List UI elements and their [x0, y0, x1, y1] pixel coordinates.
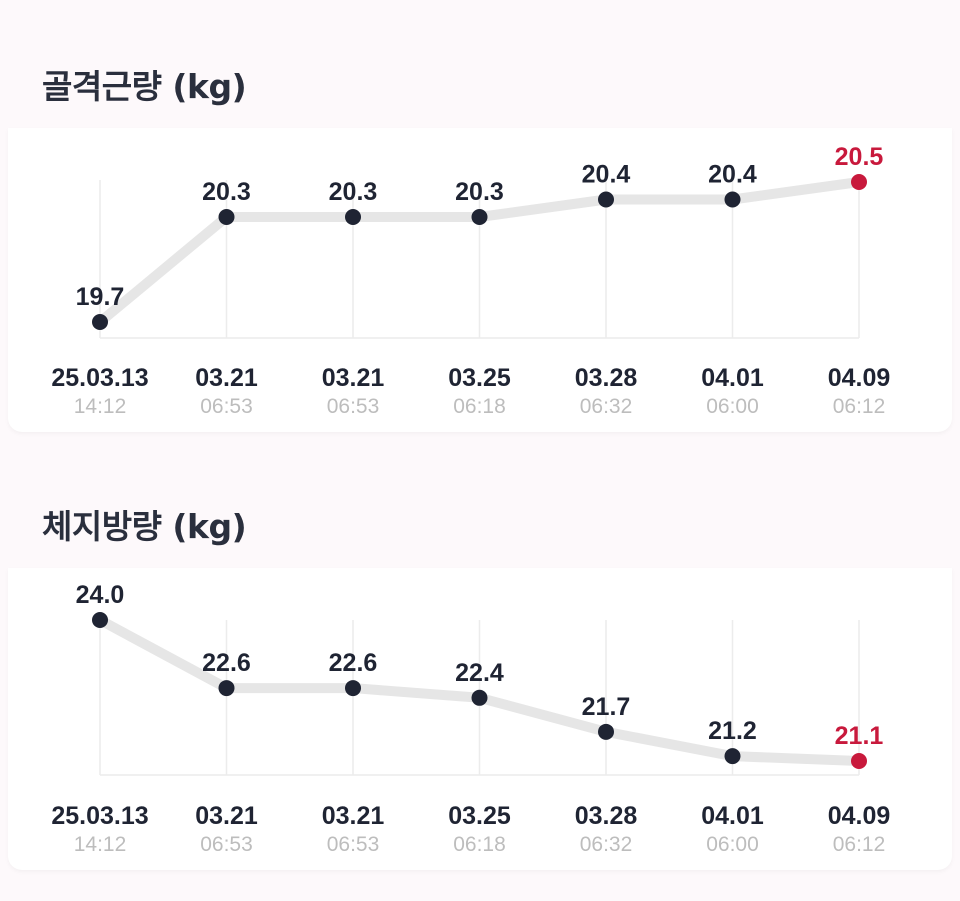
value-label: 20.4 [582, 161, 631, 189]
data-point[interactable] [218, 680, 235, 697]
time-tick-label: 06:18 [453, 395, 506, 418]
date-tick-label: 04.09 [828, 802, 891, 830]
date-tick-label: 03.25 [448, 364, 511, 392]
value-label: 21.2 [708, 717, 757, 745]
date-tick-label: 25.03.13 [51, 802, 148, 830]
value-label: 22.4 [455, 659, 504, 687]
data-point[interactable] [724, 191, 741, 208]
time-tick-label: 06:00 [706, 833, 759, 856]
time-tick-label: 06:32 [580, 833, 633, 856]
value-label: 20.3 [202, 178, 251, 206]
value-label: 20.3 [329, 178, 378, 206]
time-tick-label: 14:12 [74, 833, 127, 856]
skeletal-muscle-title: 골격근량 (kg) [42, 67, 247, 106]
time-tick-label: 06:53 [327, 395, 380, 418]
time-tick-label: 06:53 [327, 833, 380, 856]
body-fat-chart: 24.0 22.6 22.6 22.4 21.7 21.2 21.1 25.03.13 14:1… [51, 581, 891, 856]
date-tick-label: 03.25 [448, 802, 511, 830]
time-tick-label: 06:12 [833, 395, 886, 418]
time-tick-label: 06:00 [706, 395, 759, 418]
value-label: 20.5 [835, 143, 884, 171]
value-label: 19.7 [76, 283, 125, 311]
date-tick-label: 03.21 [195, 364, 258, 392]
value-label: 21.7 [582, 693, 631, 721]
body-fat-title: 체지방량 (kg) [42, 507, 247, 546]
time-tick-label: 06:53 [200, 833, 253, 856]
date-tick-label: 03.28 [575, 802, 638, 830]
value-label: 20.3 [455, 178, 504, 206]
date-tick-label: 04.01 [701, 802, 764, 830]
date-tick-label: 03.21 [322, 802, 385, 830]
time-tick-label: 06:12 [833, 833, 886, 856]
data-point[interactable] [345, 680, 361, 697]
time-tick-label: 06:18 [453, 833, 506, 856]
body-fat-chart-card: 24.0 22.6 22.6 22.4 21.7 21.2 21.1 25.03.13 14:1… [8, 568, 952, 870]
skeletal-muscle-chart: 19.7 20.3 20.3 20.3 20.4 20.4 20.5 25.03.13 14:1… [51, 143, 891, 418]
value-label: 24.0 [76, 581, 125, 609]
data-point[interactable] [471, 689, 488, 706]
data-point[interactable] [724, 748, 741, 765]
time-tick-label: 06:53 [200, 395, 253, 418]
skeletal-muscle-chart-card: 19.7 20.3 20.3 20.3 20.4 20.4 20.5 25.03.13 14:1… [8, 128, 952, 432]
data-point[interactable] [218, 209, 235, 225]
data-point[interactable] [92, 612, 108, 628]
value-label: 20.4 [708, 161, 757, 189]
date-tick-label: 04.01 [701, 364, 764, 392]
data-point[interactable] [471, 209, 488, 225]
value-label: 21.1 [835, 722, 884, 750]
date-tick-label: 03.21 [195, 802, 258, 830]
data-point[interactable] [598, 191, 614, 208]
value-label: 22.6 [202, 649, 251, 677]
time-tick-label: 06:32 [580, 395, 633, 418]
data-point[interactable] [345, 209, 361, 225]
data-point[interactable] [598, 723, 614, 740]
data-point[interactable] [92, 314, 108, 330]
latest-data-point[interactable] [851, 753, 867, 769]
date-tick-label: 03.28 [575, 364, 638, 392]
date-tick-label: 03.21 [322, 364, 385, 392]
date-tick-label: 04.09 [828, 364, 891, 392]
latest-data-point[interactable] [851, 174, 867, 190]
date-tick-label: 25.03.13 [51, 364, 148, 392]
value-label: 22.6 [329, 649, 378, 677]
time-tick-label: 14:12 [74, 395, 127, 418]
